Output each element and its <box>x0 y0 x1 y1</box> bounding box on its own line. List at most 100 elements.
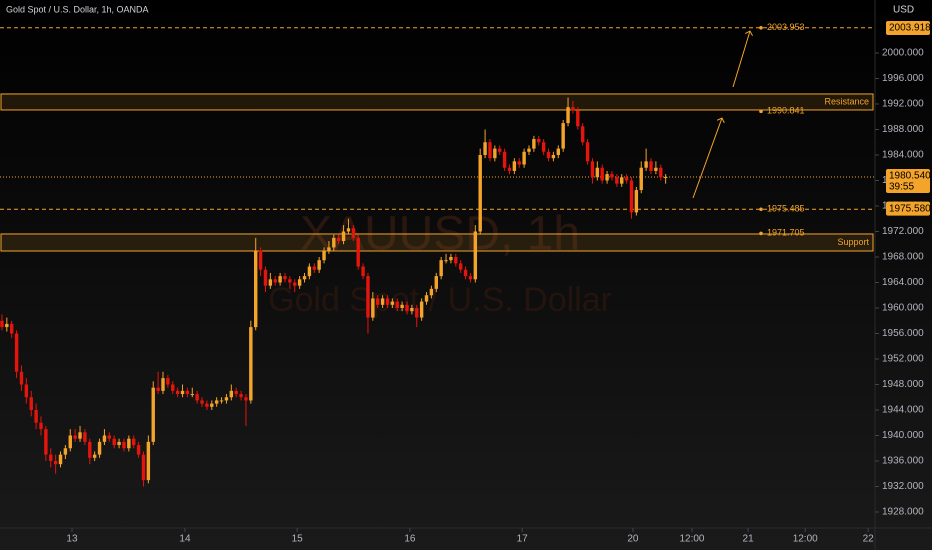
candle-body <box>346 228 351 232</box>
y-tick-label: 1952.000 <box>882 354 924 365</box>
candle-body <box>29 397 33 410</box>
candle-body <box>127 438 131 449</box>
y-tick-label: 1940.000 <box>882 430 924 441</box>
candle-body <box>629 180 634 213</box>
level-point <box>759 207 763 212</box>
candle-body <box>200 400 204 404</box>
candle-body <box>10 323 14 334</box>
candle-body <box>580 126 585 143</box>
candle-body <box>171 384 175 391</box>
candle-body <box>376 298 380 305</box>
zone <box>0 93 874 111</box>
candle-body <box>395 301 399 308</box>
candle-body <box>205 403 209 407</box>
x-tick-label: 15 <box>292 534 304 545</box>
candle-body <box>312 266 316 270</box>
y-tick-label: 1984.000 <box>882 150 924 161</box>
x-tick-label: 22 <box>863 534 875 545</box>
candle-body <box>14 333 19 372</box>
chart-title: Gold Spot / U.S. Dollar, 1h, OANDA <box>6 4 149 14</box>
candle-body <box>214 400 219 404</box>
candle-body <box>336 237 341 242</box>
candle-body <box>585 142 590 162</box>
candle-body <box>590 161 595 178</box>
candle-body <box>424 295 429 302</box>
x-tick-label: 16 <box>404 534 416 545</box>
candle-body <box>649 161 653 171</box>
candle-body <box>180 390 185 395</box>
last-price-label: 1980.540 <box>889 171 931 182</box>
candle-body <box>473 231 478 280</box>
candle-body <box>556 148 560 155</box>
level-point <box>759 25 763 30</box>
candle-body <box>434 276 438 289</box>
x-tick-label: 12:00 <box>679 534 704 545</box>
price-tag <box>886 201 930 216</box>
candle-body <box>517 161 521 165</box>
candle-body <box>151 387 155 442</box>
candle-body <box>571 107 575 111</box>
x-tick-label: 14 <box>179 534 191 545</box>
candle-body <box>537 139 541 143</box>
candle-body <box>488 142 492 159</box>
candle-body <box>595 167 600 178</box>
candle-body <box>551 154 556 159</box>
candle-body <box>53 460 58 465</box>
candle-body <box>19 371 24 385</box>
candle-body <box>341 231 346 242</box>
candle-body <box>78 432 82 439</box>
candle-body <box>390 301 395 305</box>
price-tag-label: 2003.918 <box>889 23 931 34</box>
candle-body <box>380 298 385 305</box>
candle-body <box>278 276 282 283</box>
candle-body <box>307 266 312 277</box>
x-tick-label: 21 <box>743 534 755 545</box>
candle-body <box>258 250 263 270</box>
last-price-tag <box>886 169 930 194</box>
y-tick-label: 1996.000 <box>882 73 924 84</box>
candle-body <box>83 432 87 442</box>
y-tick-label: 1936.000 <box>882 456 924 467</box>
candle-body <box>366 276 370 318</box>
price-tag <box>886 21 930 36</box>
candle-body <box>273 279 277 283</box>
candle-body <box>400 304 404 308</box>
candle-body <box>195 394 199 401</box>
candle-body <box>527 148 531 152</box>
candle-body <box>498 148 502 152</box>
candle-body <box>88 441 92 458</box>
candle-body <box>620 177 624 184</box>
candle-body <box>659 167 663 178</box>
candle-body <box>634 190 639 213</box>
candle-body <box>49 454 53 461</box>
candle-body <box>502 151 507 168</box>
zone-label: Resistance <box>824 96 869 106</box>
candle-body <box>102 435 107 442</box>
candle-body <box>288 279 292 283</box>
candle-body <box>219 400 224 402</box>
candle-body <box>136 445 141 455</box>
arrow <box>732 31 750 88</box>
candle-body <box>117 441 121 446</box>
level-label: 2003.953 <box>767 22 805 32</box>
y-tick-label: 1968.000 <box>882 252 924 263</box>
candle-body <box>532 139 536 149</box>
candle-body <box>44 429 48 455</box>
candle-body <box>493 148 497 159</box>
candle-body <box>132 438 136 446</box>
candle-body <box>644 161 648 168</box>
x-tick-label: 20 <box>627 534 639 545</box>
candle-body <box>605 174 609 181</box>
candle-body <box>546 151 551 159</box>
zone-label: Support <box>837 237 869 247</box>
candle-body <box>361 266 365 277</box>
candle-body <box>322 250 326 261</box>
candle-body <box>615 177 619 184</box>
candle-body <box>122 441 126 449</box>
candle-body <box>351 228 356 238</box>
y-tick-label: 1964.000 <box>882 277 924 288</box>
candle-body <box>244 397 248 401</box>
candle-body <box>146 441 151 481</box>
candle-body <box>141 454 146 481</box>
candle-body <box>444 260 448 262</box>
